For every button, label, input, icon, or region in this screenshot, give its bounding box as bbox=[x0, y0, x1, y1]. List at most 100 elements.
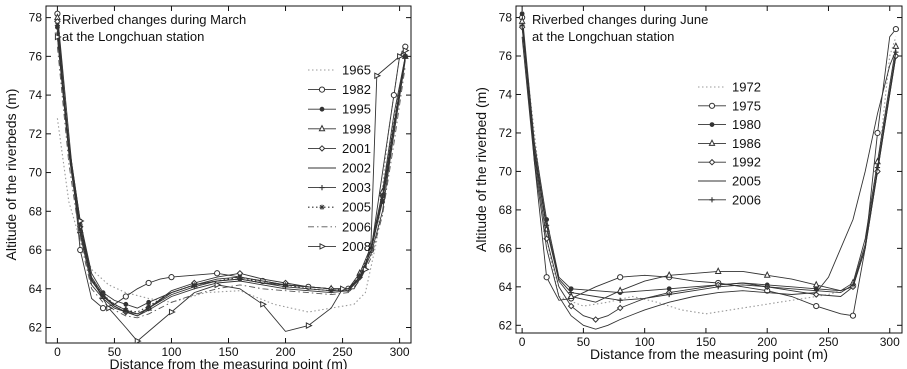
chart2-x-tick-label: 150 bbox=[696, 335, 716, 349]
chart2-legend-label: 2005 bbox=[732, 174, 761, 189]
chart2-x-tick-label: 300 bbox=[880, 335, 900, 349]
chart1-data-point-2008 bbox=[77, 217, 85, 225]
chart1-legend-label: 2003 bbox=[342, 180, 371, 195]
chart1-legend-marker bbox=[319, 242, 327, 250]
chart2-legend-label: 1975 bbox=[732, 98, 761, 113]
chart1-y-tick-label: 74 bbox=[29, 88, 43, 102]
chart1-y-tick-label: 64 bbox=[29, 282, 43, 296]
chart2-data-point-1975 bbox=[813, 302, 820, 310]
chart2-legend-item-2005: 2005 bbox=[698, 174, 761, 189]
chart2-data-point-1992 bbox=[616, 304, 624, 312]
chart1-x-tick-label: 150 bbox=[218, 345, 238, 359]
chart1-legend-label: 1982 bbox=[342, 82, 371, 97]
chart1-data-point-1995 bbox=[123, 301, 129, 307]
chart2-data-point-1986 bbox=[892, 42, 900, 49]
chart1-legend-marker bbox=[318, 86, 326, 93]
chart2-series-line-2006 bbox=[521, 25, 897, 301]
chart2-legend-item-1980: 1980 bbox=[698, 117, 761, 132]
chart1-legend-item-2006: 2006 bbox=[308, 219, 371, 234]
chart2-x-axis-label: Distance from the measuring point (m) bbox=[590, 346, 828, 362]
chart1-data-point-2008 bbox=[362, 265, 370, 273]
chart1-legend-item-2005: 2005 bbox=[308, 200, 371, 215]
chart1-panel: 0 50 100 150 200 250 300 62 64 66 68 70 72 74 76 78 Dist… bbox=[3, 5, 412, 369]
chart1-data-point-2008 bbox=[134, 337, 142, 343]
chart2-data-point-1992 bbox=[812, 291, 820, 298]
chart1-data-point-2008 bbox=[374, 72, 382, 80]
chart2-data-point-2006 bbox=[666, 291, 672, 298]
chart2-series-1986 bbox=[518, 17, 900, 303]
chart2-legend-item-2006: 2006 bbox=[698, 192, 761, 207]
chart2-data-point-1986 bbox=[567, 292, 575, 299]
chart2-series-2005 bbox=[521, 36, 897, 330]
chart2-data-point-2006 bbox=[568, 290, 574, 296]
chart1-legend-label: 2008 bbox=[342, 239, 371, 254]
chart1-legend-label: 1995 bbox=[342, 102, 371, 117]
chart2-y-tick-label: 76 bbox=[499, 49, 513, 63]
chart2-series-line-1992 bbox=[521, 27, 897, 320]
chart1-title-line: at the Longchuan station bbox=[62, 29, 204, 44]
chart2-data-point-2006 bbox=[519, 22, 525, 28]
chart2-data-point-2006 bbox=[544, 222, 550, 228]
chart1-x-tick-label: 100 bbox=[161, 345, 181, 359]
chart1-legend-label: 1965 bbox=[342, 63, 371, 78]
chart1-data-point-2005 bbox=[357, 272, 363, 278]
chart2-y-tick-label: 74 bbox=[499, 87, 513, 101]
chart1-x-axis-label: Distance from the measuring point (m) bbox=[109, 356, 347, 369]
chart1-data-point-2008 bbox=[214, 281, 222, 289]
chart1-legend-item-2001: 2001 bbox=[308, 141, 371, 156]
chart2-data-point-2006 bbox=[874, 164, 881, 171]
chart1-y-tick-label: 76 bbox=[29, 49, 43, 63]
chart1-y-tick-label: 68 bbox=[29, 204, 43, 218]
chart2-y-axis-label: Altitude of the riverbed (m) bbox=[473, 87, 489, 252]
chart2-data-point-2006 bbox=[893, 49, 899, 55]
chart1-data-point-2005 bbox=[282, 282, 289, 288]
chart1-x-tick-label: 300 bbox=[390, 345, 410, 359]
chart2-legend-label: 1980 bbox=[732, 117, 761, 132]
chart2-data-point-2006 bbox=[764, 284, 770, 290]
chart1-y-tick-label: 66 bbox=[29, 243, 43, 257]
chart2-data-point-1992 bbox=[592, 316, 599, 323]
chart1-data-point-2008 bbox=[260, 300, 268, 308]
chart2-data-point-1992 bbox=[874, 168, 881, 175]
chart2-x-tick-label: 100 bbox=[635, 335, 655, 349]
chart2-x-tick-label: 0 bbox=[519, 335, 526, 349]
chart2-x-tick-label: 50 bbox=[577, 335, 591, 349]
chart1-data-point-1982 bbox=[145, 279, 152, 287]
chart1-y-tick-label: 70 bbox=[29, 166, 43, 180]
chart1-legend-marker bbox=[319, 204, 325, 210]
chart1-legend-item-1982: 1982 bbox=[308, 82, 371, 97]
chart2-data-point-1980 bbox=[519, 11, 525, 17]
chart2-legend-label: 1992 bbox=[732, 155, 761, 170]
chart1-legend-label: 2001 bbox=[342, 141, 371, 156]
chart1-data-point-1982 bbox=[390, 91, 397, 99]
chart2-y-tick-label: 70 bbox=[499, 164, 513, 178]
chart1-y-tick-label: 72 bbox=[29, 127, 43, 141]
chart1-data-point-1982 bbox=[99, 305, 107, 312]
chart1-data-point-2008 bbox=[168, 308, 176, 316]
chart2-data-point-1986 bbox=[714, 267, 722, 274]
chart1-data-point-2005 bbox=[77, 222, 83, 228]
chart2-data-point-1975 bbox=[617, 274, 624, 281]
chart1-x-tick-label: 250 bbox=[333, 345, 353, 359]
chart1-legend-item-1998: 1998 bbox=[308, 121, 371, 136]
chart1-data-point-1982 bbox=[213, 270, 221, 277]
chart1-data-point-2008 bbox=[106, 304, 114, 312]
chart1-series-line-2005 bbox=[56, 25, 406, 313]
chart2-data-point-1992 bbox=[567, 302, 575, 310]
chart1-series-2008 bbox=[54, 33, 410, 343]
chart2-series-1975 bbox=[519, 14, 899, 319]
chart2-legend-item-1972: 1972 bbox=[698, 80, 761, 95]
chart1-legend-marker bbox=[319, 185, 325, 191]
chart2-legend-label: 2006 bbox=[732, 192, 761, 207]
chart1-data-point-2008 bbox=[305, 322, 313, 329]
chart1-legend-label: 2006 bbox=[342, 219, 371, 234]
chart2-data-point-1986 bbox=[665, 270, 673, 278]
chart2-legend-marker bbox=[709, 122, 715, 127]
chart1-title: Riverbed changes during March at the Long… bbox=[62, 12, 246, 44]
chart1-x-tick-label: 50 bbox=[108, 345, 122, 359]
chart1-legend-marker bbox=[319, 106, 325, 112]
chart1-data-point-2005 bbox=[402, 53, 408, 59]
chart2-data-point-1975 bbox=[849, 312, 857, 319]
chart1-y-tick-label: 78 bbox=[29, 11, 43, 25]
